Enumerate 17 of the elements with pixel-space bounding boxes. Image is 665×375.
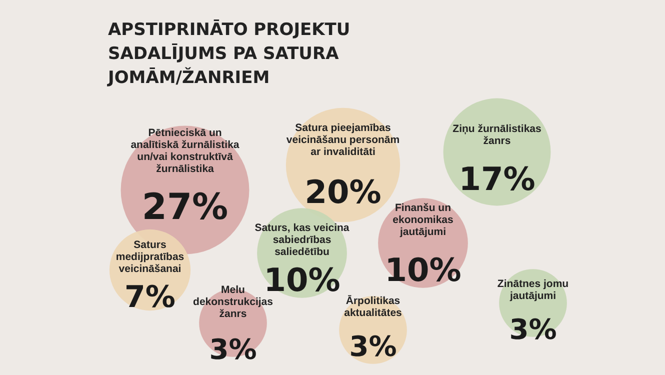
data-label: 3% [349, 330, 397, 363]
data-label: 27% [142, 187, 228, 228]
data-label: 3% [209, 333, 257, 366]
category-label: Finanšu un ekonomikas jautājumi [392, 202, 454, 238]
category-label: Saturs, kas veicina sabiedrības saliedētību [254, 222, 350, 258]
category-label: Zinātnes jomu jautājumi [497, 278, 569, 302]
data-label: 17% [458, 160, 536, 198]
data-label: 10% [384, 251, 462, 289]
category-label: Pētnieciskā un analītiskā žurnālistika un/vai konstruktīvā žurnālistika [130, 127, 240, 175]
data-label: 20% [304, 173, 382, 211]
text: APSTIPRINĀTO PROJEKTU SADALĪJUMS PA SATURA JOMĀM/ŽANRIEM [107, 19, 350, 88]
category-label: Ziņu žurnālistikas žanrs [452, 123, 542, 147]
data-label: 3% [509, 313, 557, 346]
category-label: Saturs medijpratības veicināšanai [116, 239, 184, 275]
category-label: Satura pieejamības veicināšanu personām ar invaliditāti [286, 122, 400, 158]
category-label: Ārpolitikas aktualitātes [344, 295, 402, 319]
data-label: 7% [124, 280, 176, 315]
